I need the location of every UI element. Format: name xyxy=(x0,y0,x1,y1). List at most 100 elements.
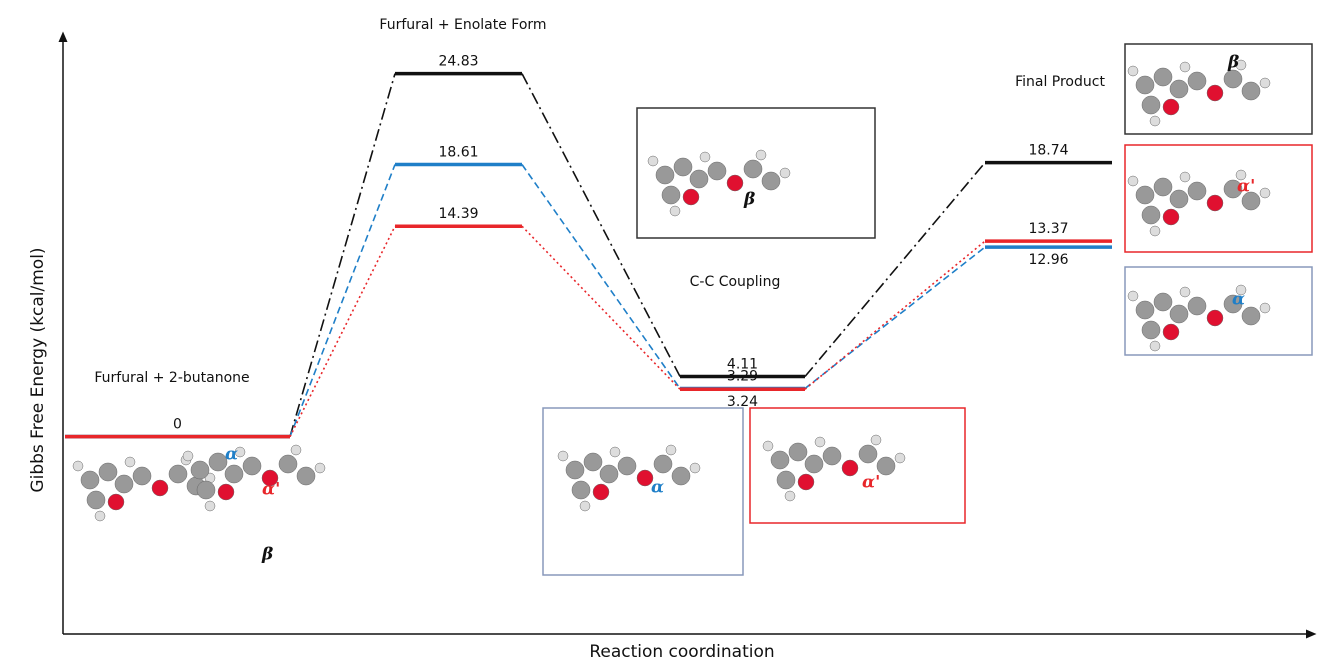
atom xyxy=(297,467,315,485)
atom xyxy=(197,481,215,499)
atom xyxy=(777,471,795,489)
atom xyxy=(842,460,858,476)
atom xyxy=(1207,85,1223,101)
y-axis-label: Gibbs Free Energy (kcal/mol) xyxy=(28,247,48,492)
atom xyxy=(218,484,234,500)
atom xyxy=(683,189,699,205)
atom xyxy=(87,491,105,509)
connector xyxy=(522,74,680,377)
atom xyxy=(771,451,789,469)
atom xyxy=(815,437,825,447)
atom xyxy=(1154,68,1172,86)
atom xyxy=(1180,172,1190,182)
atom xyxy=(1188,297,1206,315)
annotation: β xyxy=(1227,53,1239,73)
atom xyxy=(1154,293,1172,311)
atom xyxy=(1136,186,1154,204)
connector xyxy=(290,165,395,437)
atom xyxy=(1207,195,1223,211)
atom xyxy=(690,170,708,188)
atom xyxy=(73,461,83,471)
annotation: α xyxy=(1232,290,1245,310)
atom xyxy=(1142,321,1160,339)
value-label: 18.74 xyxy=(1028,143,1068,159)
atom xyxy=(1142,206,1160,224)
atom xyxy=(690,463,700,473)
atom xyxy=(1163,209,1179,225)
connector xyxy=(522,226,680,389)
atom xyxy=(584,453,602,471)
atom xyxy=(780,168,790,178)
atom xyxy=(762,172,780,190)
stage-label: C-C Coupling xyxy=(690,274,781,290)
atom xyxy=(133,467,151,485)
atom xyxy=(672,467,690,485)
atom xyxy=(1136,76,1154,94)
atom xyxy=(1142,96,1160,114)
atom xyxy=(618,457,636,475)
atom xyxy=(744,160,762,178)
atom xyxy=(666,445,676,455)
atom xyxy=(656,166,674,184)
atom xyxy=(610,447,620,457)
atom xyxy=(115,475,133,493)
atom xyxy=(225,465,243,483)
atom xyxy=(798,474,814,490)
atom xyxy=(191,461,209,479)
x-axis-label: Reaction coordination xyxy=(589,642,774,662)
atom xyxy=(205,501,215,511)
atom xyxy=(1242,307,1260,325)
connector xyxy=(805,163,985,377)
atom xyxy=(859,445,877,463)
atom xyxy=(1128,291,1138,301)
atom xyxy=(1163,324,1179,340)
atom xyxy=(291,445,301,455)
connector xyxy=(522,165,680,389)
atom xyxy=(1224,70,1242,88)
atom xyxy=(1260,303,1270,313)
connector xyxy=(290,74,395,437)
atom xyxy=(152,480,168,496)
atom xyxy=(600,465,618,483)
atom xyxy=(1180,287,1190,297)
value-label: 0 xyxy=(173,417,182,433)
atom xyxy=(1188,72,1206,90)
annotation: β xyxy=(261,545,273,565)
chart: Reaction coordination Gibbs Free Energy … xyxy=(0,0,1319,664)
atom xyxy=(662,186,680,204)
atom xyxy=(1170,80,1188,98)
atom xyxy=(566,461,584,479)
atom xyxy=(1207,310,1223,326)
atom xyxy=(727,175,743,191)
annotation: α' xyxy=(862,473,880,493)
annotation: α' xyxy=(262,480,280,500)
atom xyxy=(895,453,905,463)
atom xyxy=(1170,190,1188,208)
value-label: 12.96 xyxy=(1028,252,1068,268)
annotation: α xyxy=(225,445,238,465)
stage-label: Furfural + 2-butanone xyxy=(94,370,249,386)
value-label: 24.83 xyxy=(438,54,478,70)
atom xyxy=(823,447,841,465)
atom xyxy=(1136,301,1154,319)
atom xyxy=(1128,176,1138,186)
atom xyxy=(125,457,135,467)
stage-label: Furfural + Enolate Form xyxy=(379,17,546,33)
atom xyxy=(1180,62,1190,72)
value-label: 3.24 xyxy=(727,394,758,410)
atom xyxy=(183,451,193,461)
atom xyxy=(1188,182,1206,200)
atom xyxy=(95,511,105,521)
atom xyxy=(700,152,710,162)
atom xyxy=(572,481,590,499)
atom xyxy=(81,471,99,489)
atom xyxy=(1242,82,1260,100)
atom xyxy=(756,150,766,160)
atom xyxy=(243,457,261,475)
atom xyxy=(169,465,187,483)
value-label: 18.61 xyxy=(438,145,478,161)
value-label: 13.37 xyxy=(1028,221,1068,237)
annotation: α' xyxy=(1237,177,1255,197)
value-label: 14.39 xyxy=(438,206,478,222)
atom xyxy=(763,441,773,451)
